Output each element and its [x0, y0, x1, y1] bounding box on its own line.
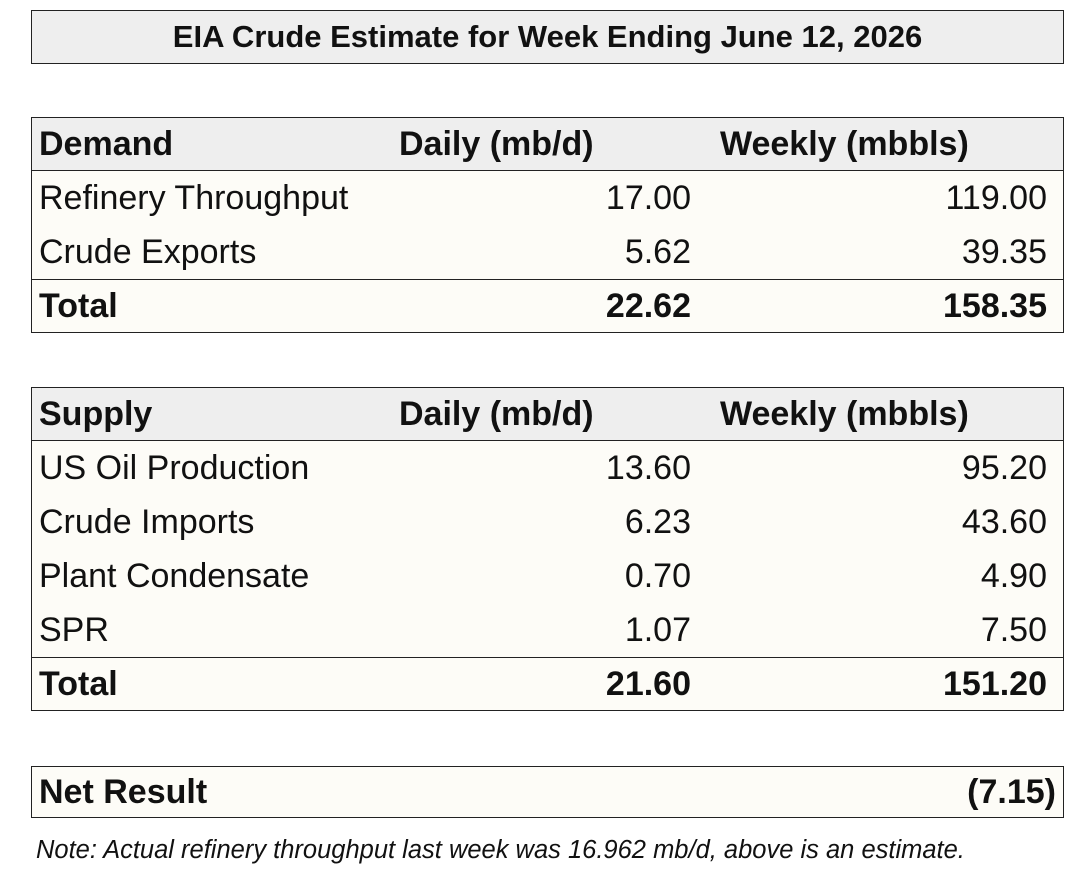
table-row: Refinery Throughput 17.00 119.00	[32, 171, 1063, 225]
total-daily: 22.62	[605, 286, 691, 325]
table-row: Crude Exports 5.62 39.35	[32, 225, 1063, 279]
row-weekly: 43.60	[961, 502, 1047, 541]
supply-header-label: Supply	[39, 394, 153, 433]
row-daily: 1.07	[624, 610, 691, 649]
demand-header-weekly: Weekly (mbbls)	[720, 124, 969, 163]
row-weekly: 4.90	[980, 556, 1047, 595]
supply-total-row: Total 21.60 151.20	[32, 657, 1063, 710]
row-label: Crude Exports	[39, 232, 257, 271]
row-daily: 17.00	[605, 178, 691, 217]
supply-header-row: Supply Daily (mb/d) Weekly (mbbls)	[32, 388, 1063, 441]
demand-header-label: Demand	[39, 124, 174, 163]
total-label: Total	[39, 664, 118, 703]
net-result-box: Net Result (7.15)	[31, 766, 1064, 818]
row-label: Plant Condensate	[39, 556, 310, 595]
supply-table: Supply Daily (mb/d) Weekly (mbbls) US Oi…	[31, 387, 1064, 711]
row-weekly: 119.00	[945, 178, 1047, 217]
total-weekly: 158.35	[943, 286, 1047, 325]
total-label: Total	[39, 286, 118, 325]
demand-total-row: Total 22.62 158.35	[32, 279, 1063, 332]
demand-table: Demand Daily (mb/d) Weekly (mbbls) Refin…	[31, 117, 1064, 333]
page-title-text: EIA Crude Estimate for Week Ending June …	[172, 19, 923, 54]
row-label: Crude Imports	[39, 502, 255, 541]
row-daily: 5.62	[624, 232, 691, 271]
row-label: Refinery Throughput	[39, 178, 349, 217]
table-row: Plant Condensate 0.70 4.90	[32, 549, 1063, 603]
row-daily: 6.23	[624, 502, 691, 541]
demand-header-row: Demand Daily (mb/d) Weekly (mbbls)	[32, 118, 1063, 171]
table-row: SPR 1.07 7.50	[32, 603, 1063, 657]
row-weekly: 7.50	[980, 610, 1047, 649]
page-title: EIA Crude Estimate for Week Ending June …	[31, 10, 1064, 64]
row-daily: 0.70	[624, 556, 691, 595]
net-result-value: (7.15)	[967, 772, 1056, 811]
supply-header-daily: Daily (mb/d)	[399, 394, 594, 433]
row-weekly: 95.20	[961, 448, 1047, 487]
row-label: US Oil Production	[39, 448, 310, 487]
total-daily: 21.60	[605, 664, 691, 703]
row-daily: 13.60	[605, 448, 691, 487]
total-weekly: 151.20	[943, 664, 1047, 703]
table-row: US Oil Production 13.60 95.20	[32, 441, 1063, 495]
table-row: Crude Imports 6.23 43.60	[32, 495, 1063, 549]
net-result-label: Net Result	[39, 772, 208, 811]
demand-header-daily: Daily (mb/d)	[399, 124, 594, 163]
row-label: SPR	[39, 610, 109, 649]
row-weekly: 39.35	[961, 232, 1047, 271]
supply-header-weekly: Weekly (mbbls)	[720, 394, 969, 433]
footnote: Note: Actual refinery throughput last we…	[36, 836, 965, 864]
